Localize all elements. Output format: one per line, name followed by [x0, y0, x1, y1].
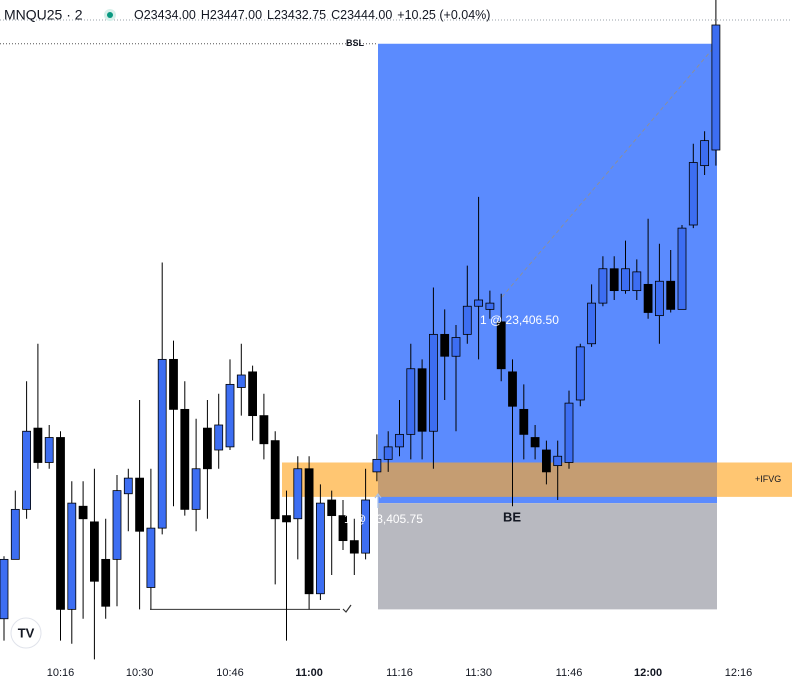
symbol: MNQU25 · 2: [4, 7, 83, 23]
candle-body: [564, 402, 574, 463]
candle-body: [406, 368, 416, 435]
candle-body: [542, 449, 551, 473]
candle-body: [282, 515, 291, 523]
candle-body: [202, 427, 212, 470]
candle-body: [33, 427, 43, 463]
candle-body: [169, 358, 178, 410]
candle-body: [0, 558, 9, 620]
candle-body: [508, 371, 517, 407]
x-tick-label: 10:46: [216, 667, 244, 679]
candle-body: [44, 437, 54, 463]
x-tick-label: 11:16: [386, 667, 413, 679]
candle-body: [609, 268, 619, 292]
legend-item: O23434.00: [134, 8, 196, 22]
candle-body: [90, 521, 99, 582]
candle-body: [519, 408, 529, 435]
candle-body: [587, 302, 596, 345]
candle-body: [101, 558, 111, 607]
trade-path: [501, 43, 718, 298]
candle-body: [56, 437, 65, 610]
candle-body: [304, 468, 314, 595]
candle-body: [621, 268, 630, 292]
x-tick-label: 11:46: [556, 667, 583, 679]
candle-body: [666, 280, 676, 310]
candle-body: [462, 305, 472, 335]
candle-body: [10, 508, 20, 560]
candles: [0, 0, 721, 660]
candle-body: [485, 302, 495, 310]
legend-item: H23447.00: [201, 8, 262, 22]
logo: TV: [10, 617, 42, 649]
candle-body: [112, 490, 122, 560]
labels: 10:16 10:30 10:46 11:00 11:16 11:30 11:46 12:00…: [47, 38, 782, 679]
candle-body: [372, 458, 382, 473]
candle-body: [248, 371, 258, 417]
stop-zone: [378, 503, 717, 610]
entry-arrow: [374, 493, 382, 508]
candle-body: [315, 502, 325, 595]
candle-body: [270, 440, 280, 520]
candle-body: [146, 527, 156, 588]
candle-body: [643, 283, 653, 313]
candle-body: [123, 477, 133, 495]
candle-body: [677, 227, 687, 310]
status-dot: [107, 12, 113, 18]
candle-body: [22, 430, 32, 510]
candle-body: [135, 477, 145, 532]
candle-body: [655, 280, 664, 317]
candle-body: [474, 299, 484, 307]
svg-text:TV: TV: [18, 625, 35, 640]
x-tick-label: 10:16: [47, 667, 75, 679]
candle-body: [180, 408, 190, 510]
candle-body: [259, 415, 269, 445]
candle-body: [225, 383, 235, 448]
candle-body: [78, 505, 88, 520]
candle-body: [530, 437, 540, 448]
bsl-label: BSL: [346, 38, 365, 48]
exit-label: 1 @ 23,406.50: [480, 313, 559, 327]
candle-body: [236, 374, 246, 388]
ifvg-zone: [282, 462, 792, 497]
candle-body: [67, 502, 77, 610]
candle-body: [349, 540, 359, 554]
candle-body: [711, 24, 721, 151]
candle-body: [700, 140, 709, 167]
candle-body: [157, 358, 167, 529]
candle-body: [214, 424, 224, 451]
candle-body: [383, 446, 393, 460]
check-icon: [342, 604, 352, 613]
be-label: BE: [503, 509, 521, 524]
candle-body: [575, 346, 585, 401]
candle-body: [688, 162, 698, 226]
candle-body: [496, 321, 506, 370]
candle-body: [338, 515, 348, 542]
candle-body: [327, 499, 337, 517]
x-tick-label: 12:00: [634, 667, 662, 679]
x-tick-label: 12:16: [725, 667, 753, 679]
x-tick-label: 11:00: [295, 667, 323, 679]
candle-body: [553, 455, 563, 467]
legend-item: C23444.00: [331, 8, 392, 22]
legend-item: +10.25 (+0.04%): [397, 8, 490, 22]
legend-item: L23432.75: [267, 8, 326, 22]
x-tick-label: 11:30: [465, 667, 492, 679]
candle-body: [191, 468, 201, 510]
candle-body: [598, 268, 608, 304]
candle-body: [440, 333, 450, 357]
ohlc-legend: O23434.00 H23447.00 L23432.75 C23444.00 +10.…: [134, 8, 490, 22]
target-zone: [378, 43, 717, 504]
candle-body: [417, 368, 427, 432]
candle-body: [632, 271, 642, 292]
candle-body: [428, 333, 438, 432]
x-tick-label: 10:30: [126, 667, 154, 679]
candle-body: [361, 499, 371, 554]
candle-body: [451, 337, 461, 357]
entry-label: 1 @ 23,405.75: [344, 512, 423, 526]
candle-body: [293, 468, 303, 520]
ifvg-label: +IFVG: [755, 474, 781, 484]
candle-body: [395, 433, 404, 448]
